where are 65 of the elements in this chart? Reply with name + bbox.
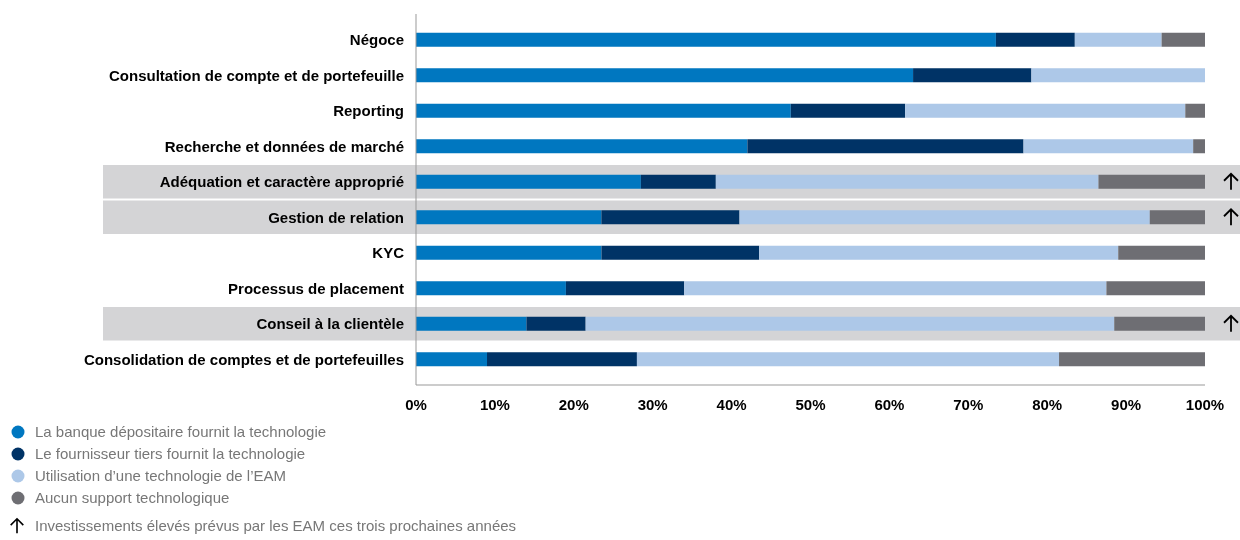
legend-label: La banque dépositaire fournit la technologie	[35, 423, 327, 441]
bar	[995, 32, 1075, 47]
y-tick-label: Gestion de relation	[268, 208, 404, 226]
bar	[739, 210, 1150, 225]
y-tick-label: Conseil à la clientèle	[256, 315, 404, 332]
bar	[416, 139, 748, 154]
bar	[416, 103, 791, 118]
y-tick-label: KYC	[372, 244, 405, 261]
y-tick-label: Recherche et données de marché	[164, 137, 404, 155]
bar	[526, 316, 586, 331]
x-tick-label: 90%	[1111, 396, 1142, 413]
x-tick-label: 70%	[953, 396, 984, 413]
bar	[1031, 68, 1205, 83]
x-tick-label: 100%	[1185, 396, 1225, 413]
bar	[1161, 32, 1205, 47]
bar	[585, 316, 1115, 331]
legend-label: Utilisation d’une technologie de l’EAM	[35, 467, 286, 485]
bar	[1074, 32, 1162, 47]
bar	[416, 68, 914, 83]
y-tick-label: Négoce	[349, 31, 404, 48]
x-tick-label: 10%	[479, 396, 510, 413]
bar	[1059, 352, 1205, 367]
bar	[416, 210, 602, 225]
x-tick-label: 60%	[874, 396, 905, 413]
bar	[1106, 281, 1206, 296]
bar	[601, 210, 740, 225]
y-tick-label: Adéquation et caractère approprié	[159, 173, 404, 190]
text: Investissements élevés prévus par les EAM ces trois prochaines années	[35, 517, 517, 535]
bar	[1185, 103, 1205, 118]
bar	[487, 352, 637, 367]
bar	[1023, 139, 1194, 154]
y-tick-label: Processus de placement	[228, 279, 404, 297]
bar	[905, 103, 1186, 118]
x-tick-label: 80%	[1032, 396, 1063, 413]
bar	[416, 281, 566, 296]
x-tick-label: 0%	[405, 396, 427, 413]
bar	[416, 245, 602, 260]
bar	[640, 174, 716, 189]
x-tick-label: 20%	[558, 396, 589, 413]
bar	[1114, 316, 1205, 331]
bar	[790, 103, 906, 118]
bar	[684, 281, 1107, 296]
y-tick-label: Reporting	[333, 102, 404, 119]
bar	[1193, 139, 1206, 154]
x-tick-label: 50%	[795, 396, 826, 413]
bar	[747, 139, 1024, 154]
x-tick-label: 30%	[637, 396, 668, 413]
bar	[416, 32, 996, 47]
bar	[1098, 174, 1205, 189]
bar	[1149, 210, 1205, 225]
bar	[759, 245, 1119, 260]
bar	[715, 174, 1099, 189]
bar	[636, 352, 1060, 367]
y-tick-label: Consolidation de comptes et de portefeuilles	[83, 350, 404, 368]
bar	[416, 352, 488, 367]
bar	[601, 245, 760, 260]
bar	[565, 281, 685, 296]
y-tick-label: Consultation de compte et de portefeuille	[108, 66, 404, 84]
bar	[416, 174, 641, 189]
bar	[416, 316, 527, 331]
bar	[1118, 245, 1205, 260]
x-tick-label: 40%	[716, 396, 747, 413]
legend-label: Le fournisseur tiers fournit la technologie	[35, 445, 306, 463]
bar	[913, 68, 1032, 83]
legend-label: Aucun support technologique	[35, 489, 230, 507]
